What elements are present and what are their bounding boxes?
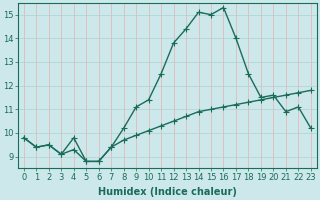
X-axis label: Humidex (Indice chaleur): Humidex (Indice chaleur)	[98, 187, 237, 197]
